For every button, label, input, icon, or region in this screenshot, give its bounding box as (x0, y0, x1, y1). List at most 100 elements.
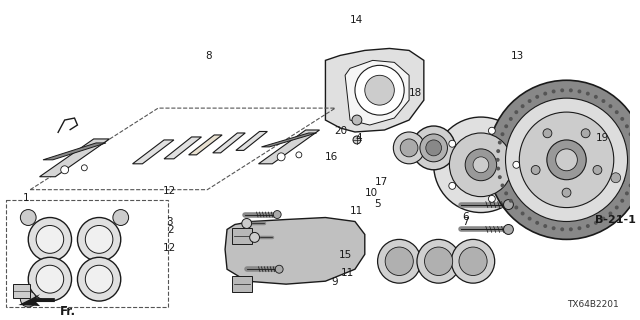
Circle shape (496, 149, 500, 153)
Circle shape (543, 92, 547, 96)
Text: 15: 15 (339, 250, 353, 260)
Text: 2: 2 (168, 225, 174, 235)
Circle shape (515, 205, 518, 210)
Circle shape (594, 95, 598, 99)
Text: 12: 12 (163, 243, 176, 253)
Circle shape (560, 227, 564, 231)
Circle shape (609, 104, 612, 108)
Polygon shape (232, 228, 252, 244)
Circle shape (420, 134, 447, 162)
Circle shape (365, 75, 394, 105)
Polygon shape (132, 140, 174, 164)
Polygon shape (325, 48, 424, 132)
Circle shape (81, 165, 87, 171)
Text: 1: 1 (22, 193, 29, 203)
Circle shape (521, 104, 525, 108)
Circle shape (527, 99, 532, 103)
Circle shape (631, 175, 636, 179)
Circle shape (426, 140, 442, 156)
Circle shape (353, 136, 361, 144)
Text: 8: 8 (205, 52, 212, 61)
Circle shape (504, 191, 508, 195)
Circle shape (275, 265, 283, 273)
Circle shape (77, 218, 121, 261)
Circle shape (504, 200, 513, 210)
Circle shape (113, 210, 129, 226)
Circle shape (535, 95, 539, 99)
Circle shape (449, 140, 456, 147)
Text: 14: 14 (350, 15, 363, 25)
Polygon shape (262, 133, 317, 147)
Circle shape (400, 139, 418, 157)
Circle shape (473, 157, 489, 173)
Circle shape (628, 183, 632, 188)
Bar (13, 284, 30, 298)
Circle shape (535, 221, 539, 225)
Circle shape (577, 90, 581, 93)
Circle shape (500, 183, 504, 188)
Circle shape (519, 112, 614, 208)
Text: 19: 19 (596, 132, 609, 142)
Circle shape (495, 158, 500, 162)
Circle shape (355, 65, 404, 115)
Circle shape (543, 224, 547, 228)
Circle shape (488, 196, 495, 202)
Polygon shape (19, 294, 55, 306)
Circle shape (543, 129, 552, 138)
Circle shape (552, 226, 556, 230)
Text: 3: 3 (166, 217, 173, 227)
Circle shape (434, 117, 528, 212)
Circle shape (620, 199, 624, 203)
Circle shape (586, 92, 590, 96)
Circle shape (449, 182, 456, 189)
Text: Fr.: Fr. (60, 305, 76, 317)
Circle shape (498, 175, 502, 179)
Circle shape (352, 115, 362, 125)
Circle shape (28, 218, 72, 261)
Circle shape (496, 167, 500, 171)
Circle shape (513, 161, 520, 168)
Circle shape (586, 224, 590, 228)
Text: 9: 9 (331, 277, 338, 287)
Text: B-21-1: B-21-1 (595, 214, 636, 225)
Text: 7: 7 (462, 217, 468, 227)
Circle shape (620, 117, 624, 121)
Circle shape (85, 265, 113, 293)
Text: 4: 4 (355, 132, 362, 142)
Circle shape (633, 167, 637, 171)
Circle shape (509, 117, 513, 121)
Circle shape (394, 132, 425, 164)
Circle shape (560, 88, 564, 92)
Circle shape (552, 90, 556, 93)
Circle shape (602, 99, 605, 103)
Circle shape (378, 239, 421, 283)
Circle shape (515, 110, 518, 114)
Circle shape (465, 149, 497, 181)
Polygon shape (43, 143, 106, 160)
Circle shape (625, 124, 629, 128)
Circle shape (594, 221, 598, 225)
Text: 11: 11 (340, 268, 354, 278)
Circle shape (385, 247, 413, 276)
Text: 12: 12 (163, 186, 176, 196)
Circle shape (273, 211, 281, 219)
Circle shape (609, 212, 612, 215)
Circle shape (504, 124, 508, 128)
Circle shape (562, 188, 571, 197)
Circle shape (593, 165, 602, 174)
Circle shape (28, 257, 72, 301)
Circle shape (631, 140, 636, 145)
Circle shape (424, 247, 452, 276)
Circle shape (242, 219, 252, 228)
Text: 13: 13 (511, 52, 524, 61)
Circle shape (488, 127, 495, 134)
Text: 17: 17 (375, 177, 388, 187)
Polygon shape (40, 139, 109, 177)
Text: 10: 10 (364, 188, 378, 198)
Circle shape (250, 232, 259, 242)
Circle shape (527, 217, 532, 220)
Polygon shape (345, 60, 409, 125)
Circle shape (61, 166, 68, 174)
Circle shape (615, 205, 619, 210)
Circle shape (20, 210, 36, 226)
